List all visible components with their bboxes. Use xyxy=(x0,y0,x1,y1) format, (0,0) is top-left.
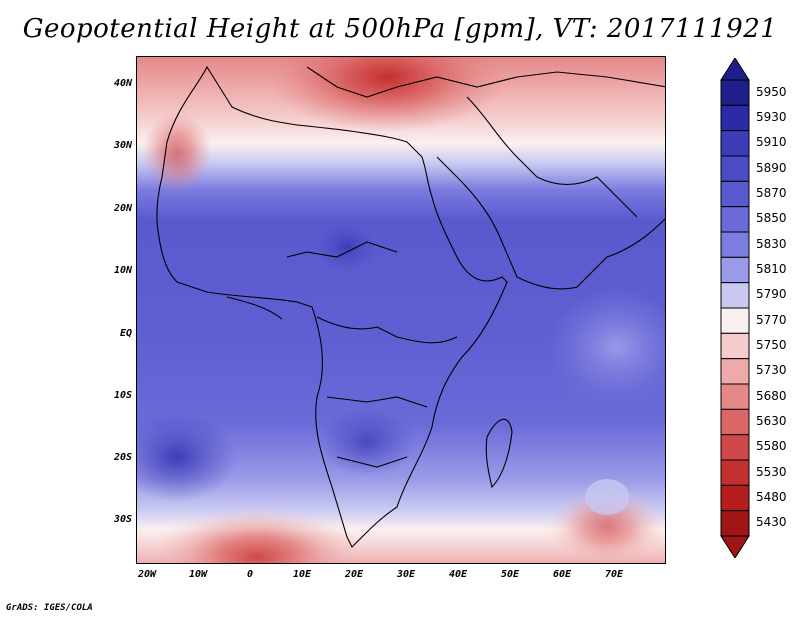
colorbar-swatch xyxy=(720,79,750,106)
colorbar-swatch xyxy=(720,358,750,385)
lat-label-20s: 20S xyxy=(113,452,132,463)
colorbar-swatch xyxy=(720,307,750,334)
colorbar-swatch xyxy=(720,130,750,157)
colorbar-swatch xyxy=(720,104,750,132)
colorbar-level-label: 5790 xyxy=(756,287,787,302)
lat-label-30n: 30N xyxy=(113,140,132,151)
colorbar-swatch xyxy=(720,155,750,182)
lat-label-10s: 10S xyxy=(113,390,132,401)
colorbar-swatch xyxy=(720,256,750,284)
lat-label-20n: 20N xyxy=(113,203,132,214)
map-plot-area xyxy=(136,56,666,564)
colorbar-level-label: 5930 xyxy=(756,110,787,124)
lon-label-50e: 50E xyxy=(500,569,520,580)
colorbar-max-arrow xyxy=(720,58,750,81)
lon-label-20e: 20E xyxy=(344,569,364,580)
colorbar xyxy=(720,58,750,558)
map-title: Geopotential Height at 500hPa [gpm], VT:… xyxy=(22,14,778,44)
lon-label-0: 0 xyxy=(246,569,254,580)
coastlines xyxy=(156,65,665,548)
lat-label-10n: 10N xyxy=(113,265,132,276)
colorbar-level-label: 5890 xyxy=(756,160,787,175)
lon-label-10e: 10E xyxy=(292,569,312,580)
colorbar-swatch xyxy=(720,180,750,208)
lon-label-40e: 40E xyxy=(448,569,468,580)
lat-label-eq: EQ xyxy=(119,328,132,339)
lon-label-20w: 20W xyxy=(137,569,157,580)
colorbar-level-label: 5630 xyxy=(756,414,787,428)
lon-label-70e: 70E xyxy=(604,569,624,580)
colorbar-level-label: 5910 xyxy=(756,135,787,150)
lat-label-30s: 30S xyxy=(113,514,132,525)
colorbar-level-label: 5430 xyxy=(756,515,787,530)
colorbar-swatch xyxy=(720,510,750,537)
colorbar-min-arrow xyxy=(720,535,750,558)
colorbar-level-label: 5870 xyxy=(756,186,787,200)
lon-label-60e: 60E xyxy=(552,569,572,580)
colorbar-level-label: 5810 xyxy=(756,262,787,276)
colorbar-level-label: 5950 xyxy=(756,84,787,99)
colorbar-level-label: 5480 xyxy=(756,490,787,504)
colorbar-level-label: 5530 xyxy=(756,464,787,479)
colorbar-swatch xyxy=(720,434,750,461)
lon-label-30e: 30E xyxy=(396,569,416,580)
lon-label-10w: 10W xyxy=(188,569,208,580)
colorbar-level-label: 5730 xyxy=(756,363,787,378)
colorbar-swatch xyxy=(720,206,750,233)
colorbar-swatch xyxy=(720,383,750,410)
colorbar-swatch xyxy=(720,332,750,360)
colorbar-swatch xyxy=(720,282,750,309)
geopotential-field xyxy=(137,57,665,563)
colorbar-swatch xyxy=(720,484,750,512)
colorbar-level-label: 5770 xyxy=(756,312,787,327)
colorbar-level-label: 5830 xyxy=(756,236,787,251)
colorbar-swatch xyxy=(720,231,750,258)
colorbar-swatch xyxy=(720,459,750,486)
colorbar-level-label: 5580 xyxy=(756,439,787,454)
colorbar-level-label: 5680 xyxy=(756,388,787,403)
footer-credit: GrADS: IGES/COLA xyxy=(6,603,93,613)
colorbar-swatch xyxy=(720,408,750,436)
lat-label-40n: 40N xyxy=(113,78,132,89)
colorbar-level-label: 5850 xyxy=(756,211,787,226)
colorbar-level-label: 5750 xyxy=(756,338,787,352)
